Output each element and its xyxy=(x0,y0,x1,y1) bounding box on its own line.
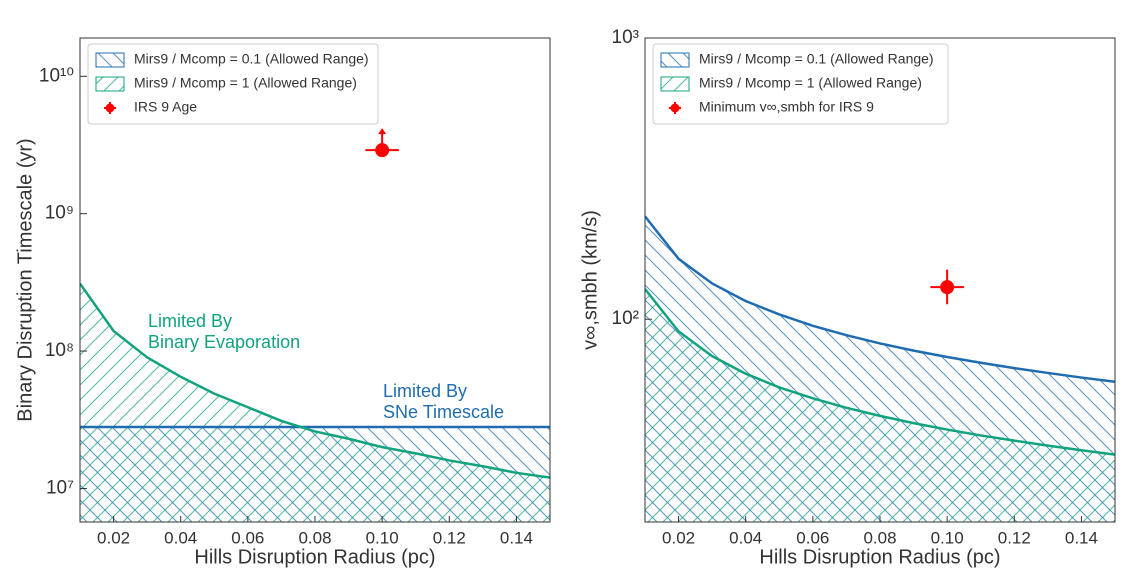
x-tick-label: 0.02 xyxy=(97,528,130,547)
x-tick-label: 0.08 xyxy=(298,528,331,547)
hatched-area xyxy=(645,289,1115,522)
legend-label: Mirs9 / Mcomp = 0.1 (Allowed Range) xyxy=(699,51,934,67)
legend-swatch xyxy=(660,52,690,68)
x-tick-label: 0.04 xyxy=(729,528,762,547)
annotation: SNe Timescale xyxy=(383,402,504,422)
legend-box xyxy=(87,43,379,125)
annotation: Limited By xyxy=(148,311,232,331)
x-tick-label: 0.12 xyxy=(998,528,1031,547)
x-tick-label: 0.10 xyxy=(931,528,964,547)
x-tick-label: 0.02 xyxy=(662,528,695,547)
x-axis-title: Hills Disruption Radius (pc) xyxy=(194,546,435,568)
data-point xyxy=(940,280,955,295)
x-tick-label: 0.06 xyxy=(796,528,829,547)
y-tick-label: 10⁸ xyxy=(45,340,74,361)
y-axis-title: v∞,smbh (km/s) xyxy=(579,210,601,350)
x-tick-label: 0.14 xyxy=(500,528,533,547)
legend-label: Mirs9 / Mcomp = 1 (Allowed Range) xyxy=(699,75,922,91)
y-tick-label: 10² xyxy=(612,308,639,329)
x-tick-label: 0.14 xyxy=(1065,528,1098,547)
arrow-head xyxy=(378,128,387,135)
legend-label: IRS 9 Age xyxy=(134,99,197,115)
legend-marker xyxy=(670,103,680,113)
y-tick-label: 10¹⁰ xyxy=(39,65,74,86)
boundary-line xyxy=(645,215,1115,384)
x-tick-label: 0.08 xyxy=(863,528,896,547)
y-axis-title: Binary Disruption Timescale (yr) xyxy=(14,138,36,421)
x-tick-label: 0.06 xyxy=(231,528,264,547)
x-tick-label: 0.04 xyxy=(164,528,197,547)
legend-label: Minimum v∞,smbh for IRS 9 xyxy=(699,99,874,115)
annotation: Binary Evaporation xyxy=(148,332,300,352)
hatched-area xyxy=(80,283,550,522)
x-tick-label: 0.10 xyxy=(366,528,399,547)
y-tick-label: 10⁷ xyxy=(46,477,74,498)
plot-area xyxy=(645,215,1115,522)
boundary-line xyxy=(80,282,550,479)
legend-marker xyxy=(105,103,115,113)
x-axis-title: Hills Disruption Radius (pc) xyxy=(759,546,1000,568)
boundary-line xyxy=(645,288,1115,456)
y-tick-label: 10³ xyxy=(612,27,639,48)
x-tick-label: 0.12 xyxy=(433,528,466,547)
legend-swatch xyxy=(95,76,125,92)
legend-label: Mirs9 / Mcomp = 1 (Allowed Range) xyxy=(134,75,357,91)
legend-label: Mirs9 / Mcomp = 0.1 (Allowed Range) xyxy=(134,51,369,67)
legend-box xyxy=(652,43,949,125)
annotation: Limited By xyxy=(383,381,467,401)
data-point xyxy=(375,143,390,158)
y-tick-label: 10⁹ xyxy=(45,203,74,224)
panel: 0.02 0.04 0.06 0.08 0.10 0.12 0.14 10² 10³ Hills … xyxy=(579,27,1116,568)
plot-area xyxy=(80,282,550,522)
legend-swatch xyxy=(95,52,125,68)
legend-swatch xyxy=(660,76,690,92)
